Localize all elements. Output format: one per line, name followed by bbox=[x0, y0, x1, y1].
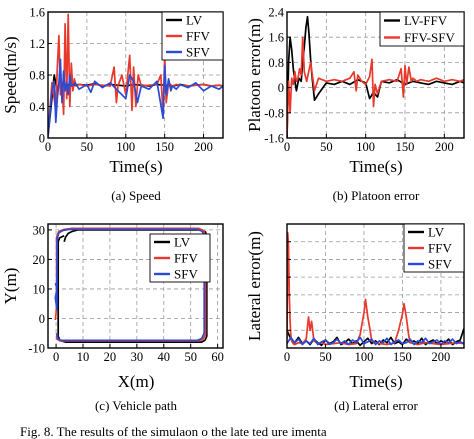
panel-caption: (d) Lateral error bbox=[334, 398, 418, 413]
panel-caption: (b) Platoon error bbox=[333, 188, 420, 203]
x-tick-label-0: 0 bbox=[284, 140, 290, 154]
series-line-2 bbox=[287, 336, 464, 346]
x-tick-label-2: 100 bbox=[356, 140, 375, 154]
x-axis-label: Time(s) bbox=[109, 157, 162, 176]
axes-frame bbox=[47, 223, 224, 349]
y-tick-label-3: 0.8 bbox=[268, 56, 284, 70]
x-tick-label-3: 30 bbox=[131, 350, 144, 364]
y-tick-label-4: 1.6 bbox=[268, 31, 284, 45]
x-tick-label-2: 100 bbox=[116, 140, 135, 154]
y-axis-label: Speed(m/s) bbox=[1, 36, 20, 113]
y-tick-label-0: -10 bbox=[28, 342, 45, 356]
x-tick-label-6: 60 bbox=[211, 350, 224, 364]
y-axis-label: Y(m) bbox=[1, 268, 20, 305]
panel-caption: (a) Speed bbox=[111, 188, 161, 203]
x-axis-label: X(m) bbox=[118, 372, 155, 391]
series-line-2 bbox=[54, 228, 206, 342]
series-line-0 bbox=[57, 229, 208, 343]
series-group bbox=[287, 15, 464, 138]
y-axis-label: Platoon error(m) bbox=[245, 18, 264, 132]
series-line-1 bbox=[287, 232, 464, 346]
x-tick-label-3: 150 bbox=[393, 350, 412, 364]
y-tick-label-3: 1.2 bbox=[29, 37, 45, 51]
y-tick-label-2: 10 bbox=[33, 282, 46, 296]
x-tick-label-0: 0 bbox=[284, 350, 290, 364]
x-tick-label-2: 100 bbox=[355, 350, 374, 364]
legend-label-0: LV-FFV bbox=[404, 13, 448, 28]
legend-label-2: SFV bbox=[428, 257, 452, 272]
y-tick-label-1: 0 bbox=[39, 312, 45, 326]
chart-d: 0 50 100 150 200 Time(s) Lateral error(m) LVFFV… bbox=[245, 223, 465, 413]
y-tick-label-0: 0 bbox=[39, 132, 45, 146]
x-tick-label-3: 150 bbox=[155, 140, 174, 154]
y-tick-label-3: 20 bbox=[33, 253, 46, 267]
series-group bbox=[48, 13, 223, 137]
x-tick-label-4: 200 bbox=[435, 140, 454, 154]
x-axis-label: Time(s) bbox=[349, 372, 402, 391]
legend-label-2: SFV bbox=[174, 267, 198, 282]
x-tick-label-0: 0 bbox=[45, 140, 51, 154]
y-tick-label-2: 0 bbox=[278, 81, 284, 95]
legend-label-2: SFV bbox=[186, 45, 210, 60]
series-line-1 bbox=[287, 36, 464, 135]
legend-label-0: LV bbox=[186, 13, 203, 28]
legend-label-1: FFV bbox=[174, 251, 198, 266]
x-tick-label-1: 50 bbox=[319, 350, 332, 364]
figure-caption-footer: Fig. 8. The results of the simulaon o th… bbox=[20, 424, 327, 439]
y-tick-label-4: 1.6 bbox=[29, 6, 45, 20]
y-tick-label-0: -1.6 bbox=[264, 132, 284, 146]
x-tick-label-3: 150 bbox=[396, 140, 415, 154]
x-axis-label: Time(s) bbox=[349, 157, 402, 176]
y-tick-label-4: 30 bbox=[33, 223, 46, 237]
chart-a: 0 50 100 150 200 0 0.4 0.8 1.2 1.6 Time(s) Speed(m/… bbox=[1, 6, 224, 203]
y-tick-label-1: -0.8 bbox=[264, 106, 284, 120]
axes-frame bbox=[286, 223, 465, 349]
x-tick-label-4: 200 bbox=[432, 350, 451, 364]
y-tick-label-1: 0.4 bbox=[29, 100, 45, 114]
legend-label-1: FFV-SFV bbox=[404, 30, 455, 45]
legend-label-1: FFV bbox=[186, 29, 210, 44]
legend-label-0: LV bbox=[174, 235, 191, 250]
series-group bbox=[54, 227, 208, 343]
panel-caption: (c) Vehicle path bbox=[95, 398, 178, 413]
y-tick-label-2: 0.8 bbox=[29, 69, 45, 83]
y-tick-label-5: 2.4 bbox=[268, 6, 284, 20]
legend-label-1: FFV bbox=[428, 241, 452, 256]
x-tick-label-0: 0 bbox=[53, 350, 59, 364]
legend-label-0: LV bbox=[428, 225, 445, 240]
x-tick-label-4: 200 bbox=[194, 140, 213, 154]
x-tick-label-1: 50 bbox=[81, 140, 94, 154]
x-tick-label-5: 50 bbox=[184, 350, 197, 364]
x-tick-label-1: 10 bbox=[77, 350, 90, 364]
x-tick-label-2: 20 bbox=[104, 350, 117, 364]
axes-frame bbox=[286, 11, 465, 139]
legend-box bbox=[379, 11, 465, 47]
series-line-0 bbox=[287, 15, 464, 138]
chart-b: 0 50 100 150 200 -1.6 -0.8 0 0.8 1.6 2.4 Time(s) Pla… bbox=[245, 6, 465, 203]
y-axis-label: Lateral error(m) bbox=[245, 231, 264, 341]
series-group bbox=[287, 232, 464, 347]
series-line-2 bbox=[48, 58, 223, 137]
x-tick-label-1: 50 bbox=[320, 140, 333, 154]
x-tick-label-4: 40 bbox=[158, 350, 171, 364]
legend: LV-FFV FFV-SFV bbox=[379, 11, 465, 47]
